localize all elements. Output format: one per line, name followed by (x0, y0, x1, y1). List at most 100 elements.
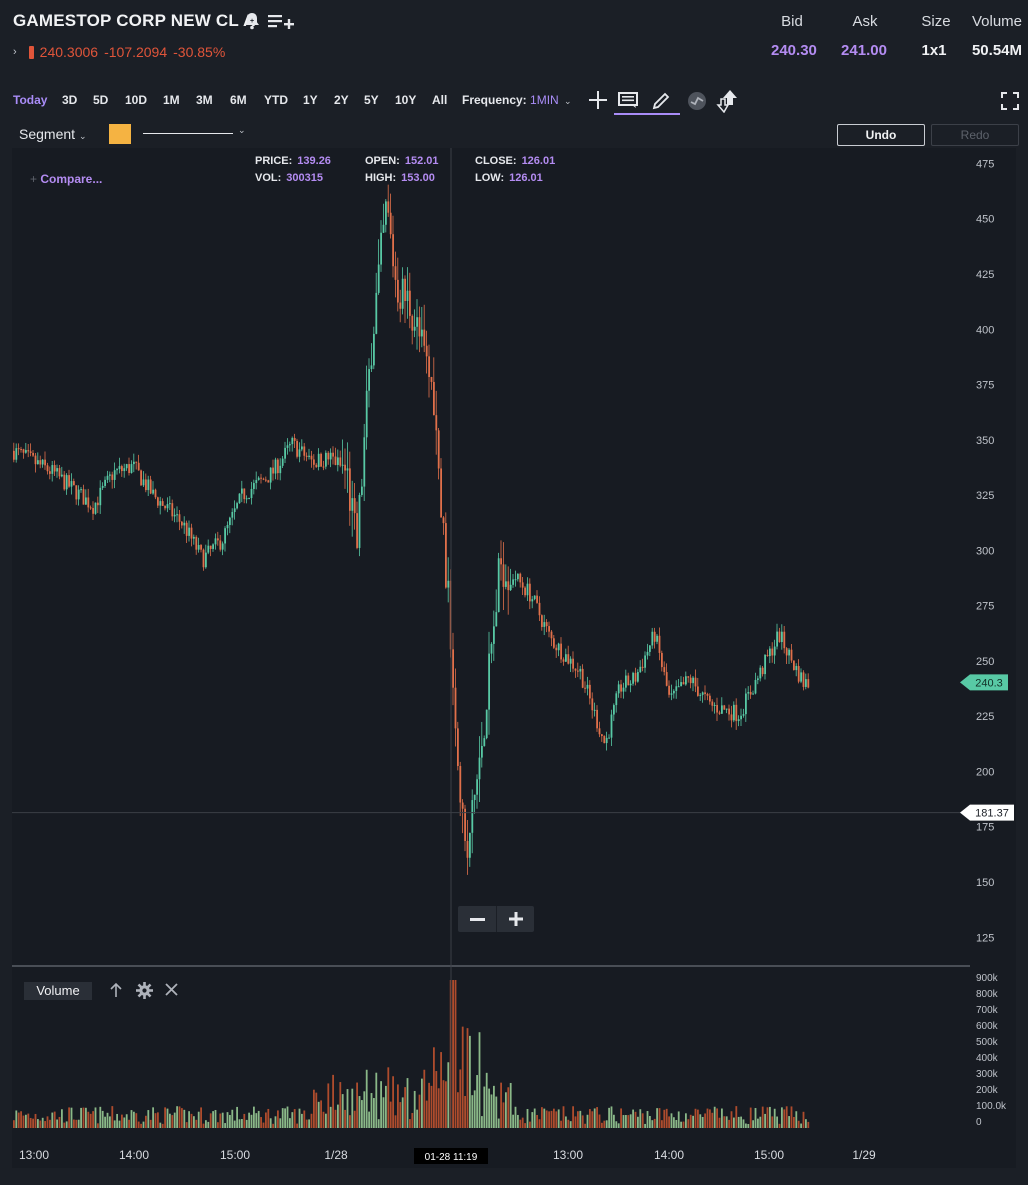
volume-bar (560, 1120, 562, 1128)
annotation-tool-icon[interactable] (618, 92, 638, 111)
studies-tool-icon[interactable] (687, 91, 707, 114)
chart-area[interactable]: 125 150 175 200 225 250 275 300 325 350 375 400 425 4… (12, 148, 1016, 1168)
volume-bar (301, 1113, 303, 1128)
volume-bar (512, 1114, 514, 1128)
frequency-dropdown[interactable]: Frequency: 1MIN ⌄ (462, 93, 572, 107)
price-tick-label: 325 (976, 490, 994, 502)
volume-bar (490, 1094, 493, 1128)
undo-button[interactable]: Undo (837, 124, 925, 146)
expand-chevron-icon[interactable]: › (13, 46, 17, 58)
range-all[interactable]: All (432, 93, 448, 107)
volume-bar (401, 1097, 404, 1128)
volume-bar (375, 1072, 378, 1128)
candle-body (97, 502, 99, 506)
candle-body (701, 692, 704, 695)
compare-button[interactable]: + Compare... (30, 172, 102, 186)
segment-color-swatch[interactable] (109, 124, 131, 144)
volume-bar (339, 1082, 342, 1128)
range-10d[interactable]: 10D (125, 93, 148, 107)
range-2y[interactable]: 2Y (334, 93, 349, 107)
volume-bar (409, 1119, 411, 1128)
volume-bar (425, 1100, 428, 1128)
range-5d[interactable]: 5D (93, 93, 109, 107)
range-today[interactable]: Today (13, 93, 48, 107)
candle-body (94, 502, 97, 514)
volume-bar (632, 1109, 634, 1128)
move-up-icon[interactable] (109, 982, 123, 1003)
candle-body (685, 676, 687, 685)
candle-body (560, 643, 562, 660)
candle-body (548, 626, 550, 632)
bid-stat: Bid 240.30 (771, 13, 817, 59)
volume-bar (361, 1100, 363, 1128)
volume-bar (466, 1028, 469, 1128)
range-1m[interactable]: 1M (163, 93, 180, 107)
size-label: Size (921, 13, 951, 30)
range-3m[interactable]: 3M (196, 93, 213, 107)
pencil-tool-icon[interactable] (651, 91, 671, 114)
candle-body (358, 494, 361, 548)
volume-bar (457, 1092, 459, 1128)
candle-body (349, 468, 351, 511)
candle-body (133, 461, 135, 465)
range-3d[interactable]: 3D (62, 93, 78, 107)
candle-body (53, 465, 56, 472)
segment-dropdown[interactable]: Segment ⌄ (19, 126, 86, 142)
candle-body (502, 564, 505, 587)
candle-body (771, 648, 774, 656)
candle-body (497, 558, 500, 613)
volume-bar (637, 1116, 639, 1128)
zoom-out-icon[interactable] (470, 918, 485, 921)
range-ytd[interactable]: YTD (264, 93, 288, 107)
volume-bar (411, 1112, 414, 1128)
line-style-selector[interactable] (143, 133, 233, 134)
add-to-watchlist-icon[interactable] (268, 12, 294, 35)
range-6m[interactable]: 6M (230, 93, 247, 107)
candle-body (639, 666, 642, 673)
volume-bar (541, 1107, 543, 1128)
redo-button[interactable]: Redo (931, 124, 1019, 146)
volume-bar (613, 1114, 615, 1128)
volume-bar (49, 1119, 51, 1128)
fullscreen-icon[interactable] (1001, 92, 1019, 113)
candle-body (178, 514, 181, 522)
candle-body (495, 612, 498, 627)
candle-body (315, 464, 318, 467)
candle-body (493, 626, 495, 644)
volume-bar (440, 1052, 442, 1128)
candle-body (353, 498, 356, 514)
range-5y[interactable]: 5Y (364, 93, 379, 107)
gear-icon[interactable] (136, 982, 153, 1004)
close-icon[interactable] (165, 983, 178, 1001)
chevron-down-icon[interactable]: ⌄ (238, 125, 246, 135)
import-export-icon[interactable] (716, 89, 740, 116)
alert-bell-icon[interactable]: + (244, 12, 260, 35)
candle-body (601, 734, 603, 737)
candle-body (380, 232, 382, 265)
volume-bar (716, 1108, 718, 1128)
range-10y[interactable]: 10Y (395, 93, 417, 107)
price-axis: 125 150 175 200 225 250 275 300 325 350 375 400 425 4… (976, 158, 994, 944)
crosshair-tool-icon[interactable] (589, 91, 607, 112)
candle-body (73, 481, 75, 486)
volume-bar (488, 1088, 490, 1128)
zoom-in-icon[interactable] (509, 912, 523, 931)
volume-bar (101, 1110, 104, 1128)
candle-body (166, 504, 169, 509)
candle-body (526, 583, 529, 596)
crosshair-overlay: 240.3 181.37 01-28 11:19 (12, 148, 1014, 1164)
volume-bar (104, 1116, 106, 1128)
price-chart[interactable]: 125 150 175 200 225 250 275 300 325 350 375 400 425 4… (12, 148, 1016, 1168)
price-tick-label: 300 (976, 545, 994, 557)
volume-bar (298, 1108, 301, 1128)
candle-body (325, 452, 327, 467)
range-1y[interactable]: 1Y (303, 93, 318, 107)
volume-bar (737, 1116, 740, 1128)
volume-bar (769, 1106, 771, 1128)
candle-body (89, 507, 92, 509)
candle-body (584, 687, 586, 689)
volume-bar (32, 1118, 34, 1128)
candle-body (742, 714, 745, 716)
candle-body (255, 480, 258, 484)
volume-bar (615, 1121, 618, 1128)
